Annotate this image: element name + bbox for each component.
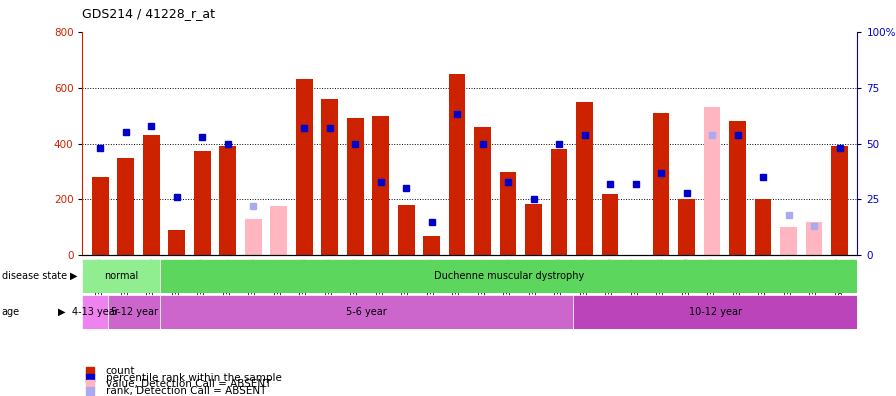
Bar	[82, 259, 160, 293]
Bar	[831, 147, 848, 255]
Bar	[373, 116, 389, 255]
Bar	[160, 259, 857, 293]
Bar	[806, 222, 823, 255]
Bar	[143, 135, 159, 255]
Bar	[780, 227, 797, 255]
Bar	[424, 236, 440, 255]
Bar	[573, 295, 857, 329]
Bar	[602, 194, 618, 255]
Text: value, Detection Call = ABSENT: value, Detection Call = ABSENT	[106, 379, 271, 389]
Bar	[704, 107, 720, 255]
Bar	[754, 200, 771, 255]
Bar	[678, 200, 695, 255]
Bar	[576, 102, 593, 255]
Text: disease state: disease state	[2, 271, 67, 281]
Text: 5-6 year: 5-6 year	[346, 307, 387, 317]
Bar	[551, 149, 567, 255]
Text: Duchenne muscular dystrophy: Duchenne muscular dystrophy	[434, 271, 584, 281]
Bar	[322, 99, 338, 255]
Bar	[82, 295, 108, 329]
Text: ▶: ▶	[70, 271, 77, 281]
Bar	[653, 113, 669, 255]
Bar	[117, 158, 134, 255]
Text: 10-12 year: 10-12 year	[689, 307, 742, 317]
Bar	[220, 147, 236, 255]
Text: count: count	[106, 366, 135, 376]
Bar	[347, 118, 364, 255]
Bar	[729, 121, 746, 255]
Bar	[194, 150, 211, 255]
Text: rank, Detection Call = ABSENT: rank, Detection Call = ABSENT	[106, 386, 266, 396]
Bar	[271, 206, 287, 255]
Text: 4-13 year: 4-13 year	[72, 307, 119, 317]
Bar	[500, 171, 516, 255]
Bar	[168, 230, 185, 255]
Bar	[92, 177, 108, 255]
Text: GDS214 / 41228_r_at: GDS214 / 41228_r_at	[82, 7, 215, 20]
Bar	[108, 295, 159, 329]
Bar	[525, 204, 542, 255]
Bar	[449, 74, 466, 255]
Text: age: age	[2, 307, 20, 317]
Bar	[474, 127, 491, 255]
Text: normal: normal	[104, 271, 138, 281]
Text: 5-12 year: 5-12 year	[110, 307, 158, 317]
Text: ▶: ▶	[58, 307, 65, 317]
Bar	[398, 205, 415, 255]
Bar	[296, 79, 313, 255]
Text: percentile rank within the sample: percentile rank within the sample	[106, 373, 281, 383]
Bar	[160, 295, 573, 329]
Bar	[245, 219, 262, 255]
